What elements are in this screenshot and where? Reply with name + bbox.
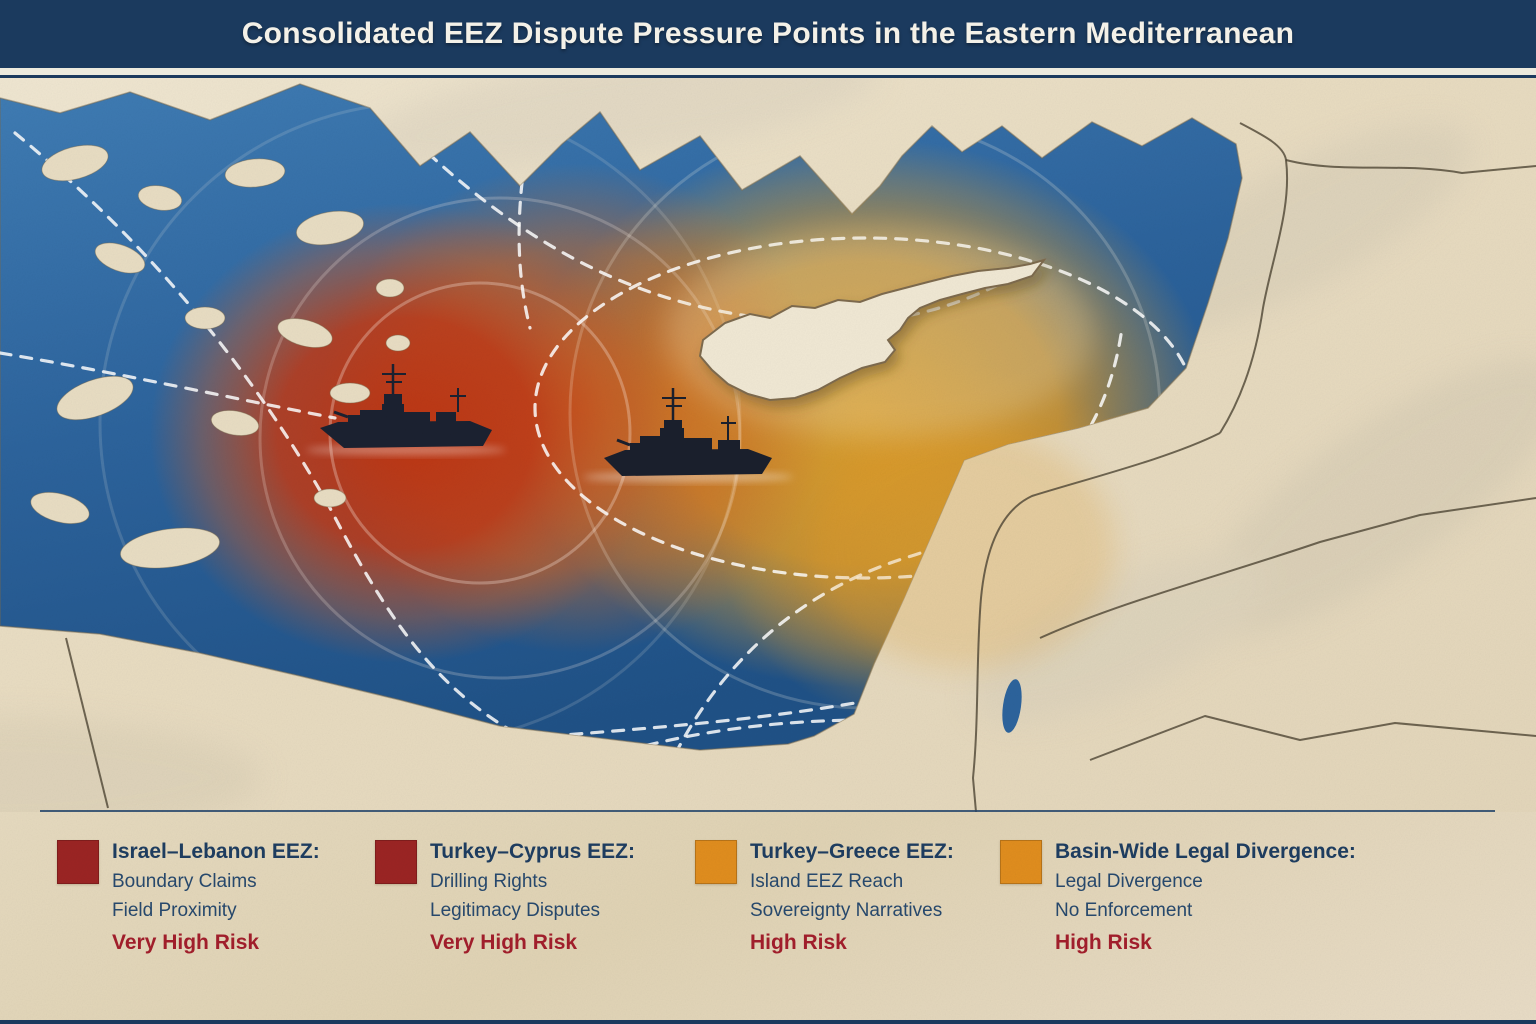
legend-line: Field Proximity — [112, 900, 237, 921]
page-title: Consolidated EEZ Dispute Pressure Points… — [241, 17, 1295, 50]
risk-swatch-very-high — [375, 840, 417, 884]
legend-title: Turkey–Cyprus EEZ: — [430, 840, 636, 863]
legend-line: Island EEZ Reach — [750, 871, 904, 892]
legend-line: Legitimacy Disputes — [430, 900, 601, 921]
legend-title: Basin-Wide Legal Divergence: — [1055, 840, 1356, 863]
risk-swatch-very-high — [57, 840, 99, 884]
legend-line: No Enforcement — [1055, 900, 1193, 921]
legend-item-turkey-cyprus-eez: Turkey–Cyprus EEZ: Drilling Rights Legit… — [375, 840, 635, 955]
legend: Israel–Lebanon EEZ: Boundary Claims Fiel… — [0, 812, 1536, 1020]
legend-text-block: Turkey–Cyprus EEZ: Drilling Rights Legit… — [430, 840, 635, 955]
coastal-zone-bleed — [815, 428, 1115, 668]
legend-line: Drilling Rights — [430, 871, 548, 892]
legend-item-israel-lebanon-eez: Israel–Lebanon EEZ: Boundary Claims Fiel… — [57, 840, 320, 955]
risk-swatch-high — [695, 840, 737, 884]
legend-text-block: Basin-Wide Legal Divergence: Legal Diver… — [1055, 840, 1356, 955]
header-rule-light — [0, 68, 1536, 75]
risk-label: High Risk — [1055, 931, 1152, 954]
risk-label: High Risk — [750, 931, 847, 954]
legend-line: Sovereignty Narratives — [750, 900, 943, 921]
legend-text-block: Israel–Lebanon EEZ: Boundary Claims Fiel… — [112, 840, 320, 955]
legend-line: Boundary Claims — [112, 871, 257, 892]
bottom-edge-rule — [0, 1020, 1536, 1024]
title-bar: Consolidated EEZ Dispute Pressure Points… — [0, 0, 1536, 68]
legend-item-basin-wide-legal-divergence: Basin-Wide Legal Divergence: Legal Diver… — [1000, 840, 1356, 955]
header-rule-dark — [0, 75, 1536, 78]
legend-text-block: Turkey–Greece EEZ: Island EEZ Reach Sove… — [750, 840, 954, 955]
risk-label: Very High Risk — [430, 931, 578, 954]
risk-swatch-high — [1000, 840, 1042, 884]
legend-title: Israel–Lebanon EEZ: — [112, 840, 320, 863]
risk-label: Very High Risk — [112, 931, 260, 954]
legend-line: Legal Divergence — [1055, 871, 1203, 892]
map-canvas — [0, 78, 1536, 812]
legend-item-turkey-greece-eez: Turkey–Greece EEZ: Island EEZ Reach Sove… — [695, 840, 954, 955]
legend-title: Turkey–Greece EEZ: — [750, 840, 954, 863]
